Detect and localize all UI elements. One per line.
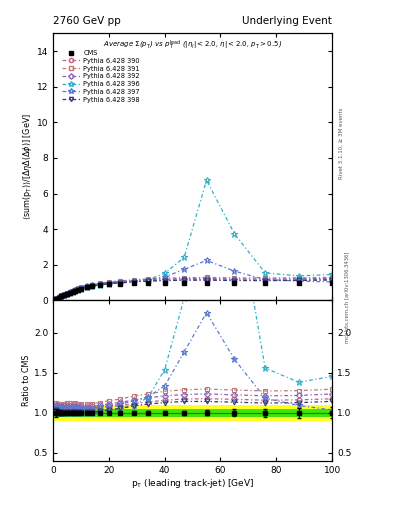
X-axis label: p$_\mathrm{T}$ (leading track-jet) [GeV]: p$_\mathrm{T}$ (leading track-jet) [GeV] — [131, 477, 254, 490]
Y-axis label: $\langle$sum(p$_\mathrm{T}$)$\rangle$/[$\Delta\eta\Delta(\Delta\phi)$] [GeV]: $\langle$sum(p$_\mathrm{T}$)$\rangle$/[$… — [21, 113, 34, 220]
Text: 2760 GeV pp: 2760 GeV pp — [53, 15, 121, 26]
Legend: CMS, Pythia 6.428 390, Pythia 6.428 391, Pythia 6.428 392, Pythia 6.428 396, Pyt: CMS, Pythia 6.428 390, Pythia 6.428 391,… — [62, 50, 140, 102]
Text: mcplots.cern.ch [arXiv:1306.3436]: mcplots.cern.ch [arXiv:1306.3436] — [345, 251, 350, 343]
Text: Underlying Event: Underlying Event — [242, 15, 332, 26]
Bar — [53, 404, 332, 421]
Text: Average $\Sigma$(p$_\mathrm{T}$) vs p$_\mathrm{T}^{\mathrm{lead}}$ ($|\eta_l|{<}: Average $\Sigma$(p$_\mathrm{T}$) vs p$_\… — [103, 38, 282, 52]
Text: Rivet 3.1.10, ≥ 3M events: Rivet 3.1.10, ≥ 3M events — [339, 108, 344, 179]
Bar — [53, 409, 332, 417]
Y-axis label: Ratio to CMS: Ratio to CMS — [22, 355, 31, 407]
